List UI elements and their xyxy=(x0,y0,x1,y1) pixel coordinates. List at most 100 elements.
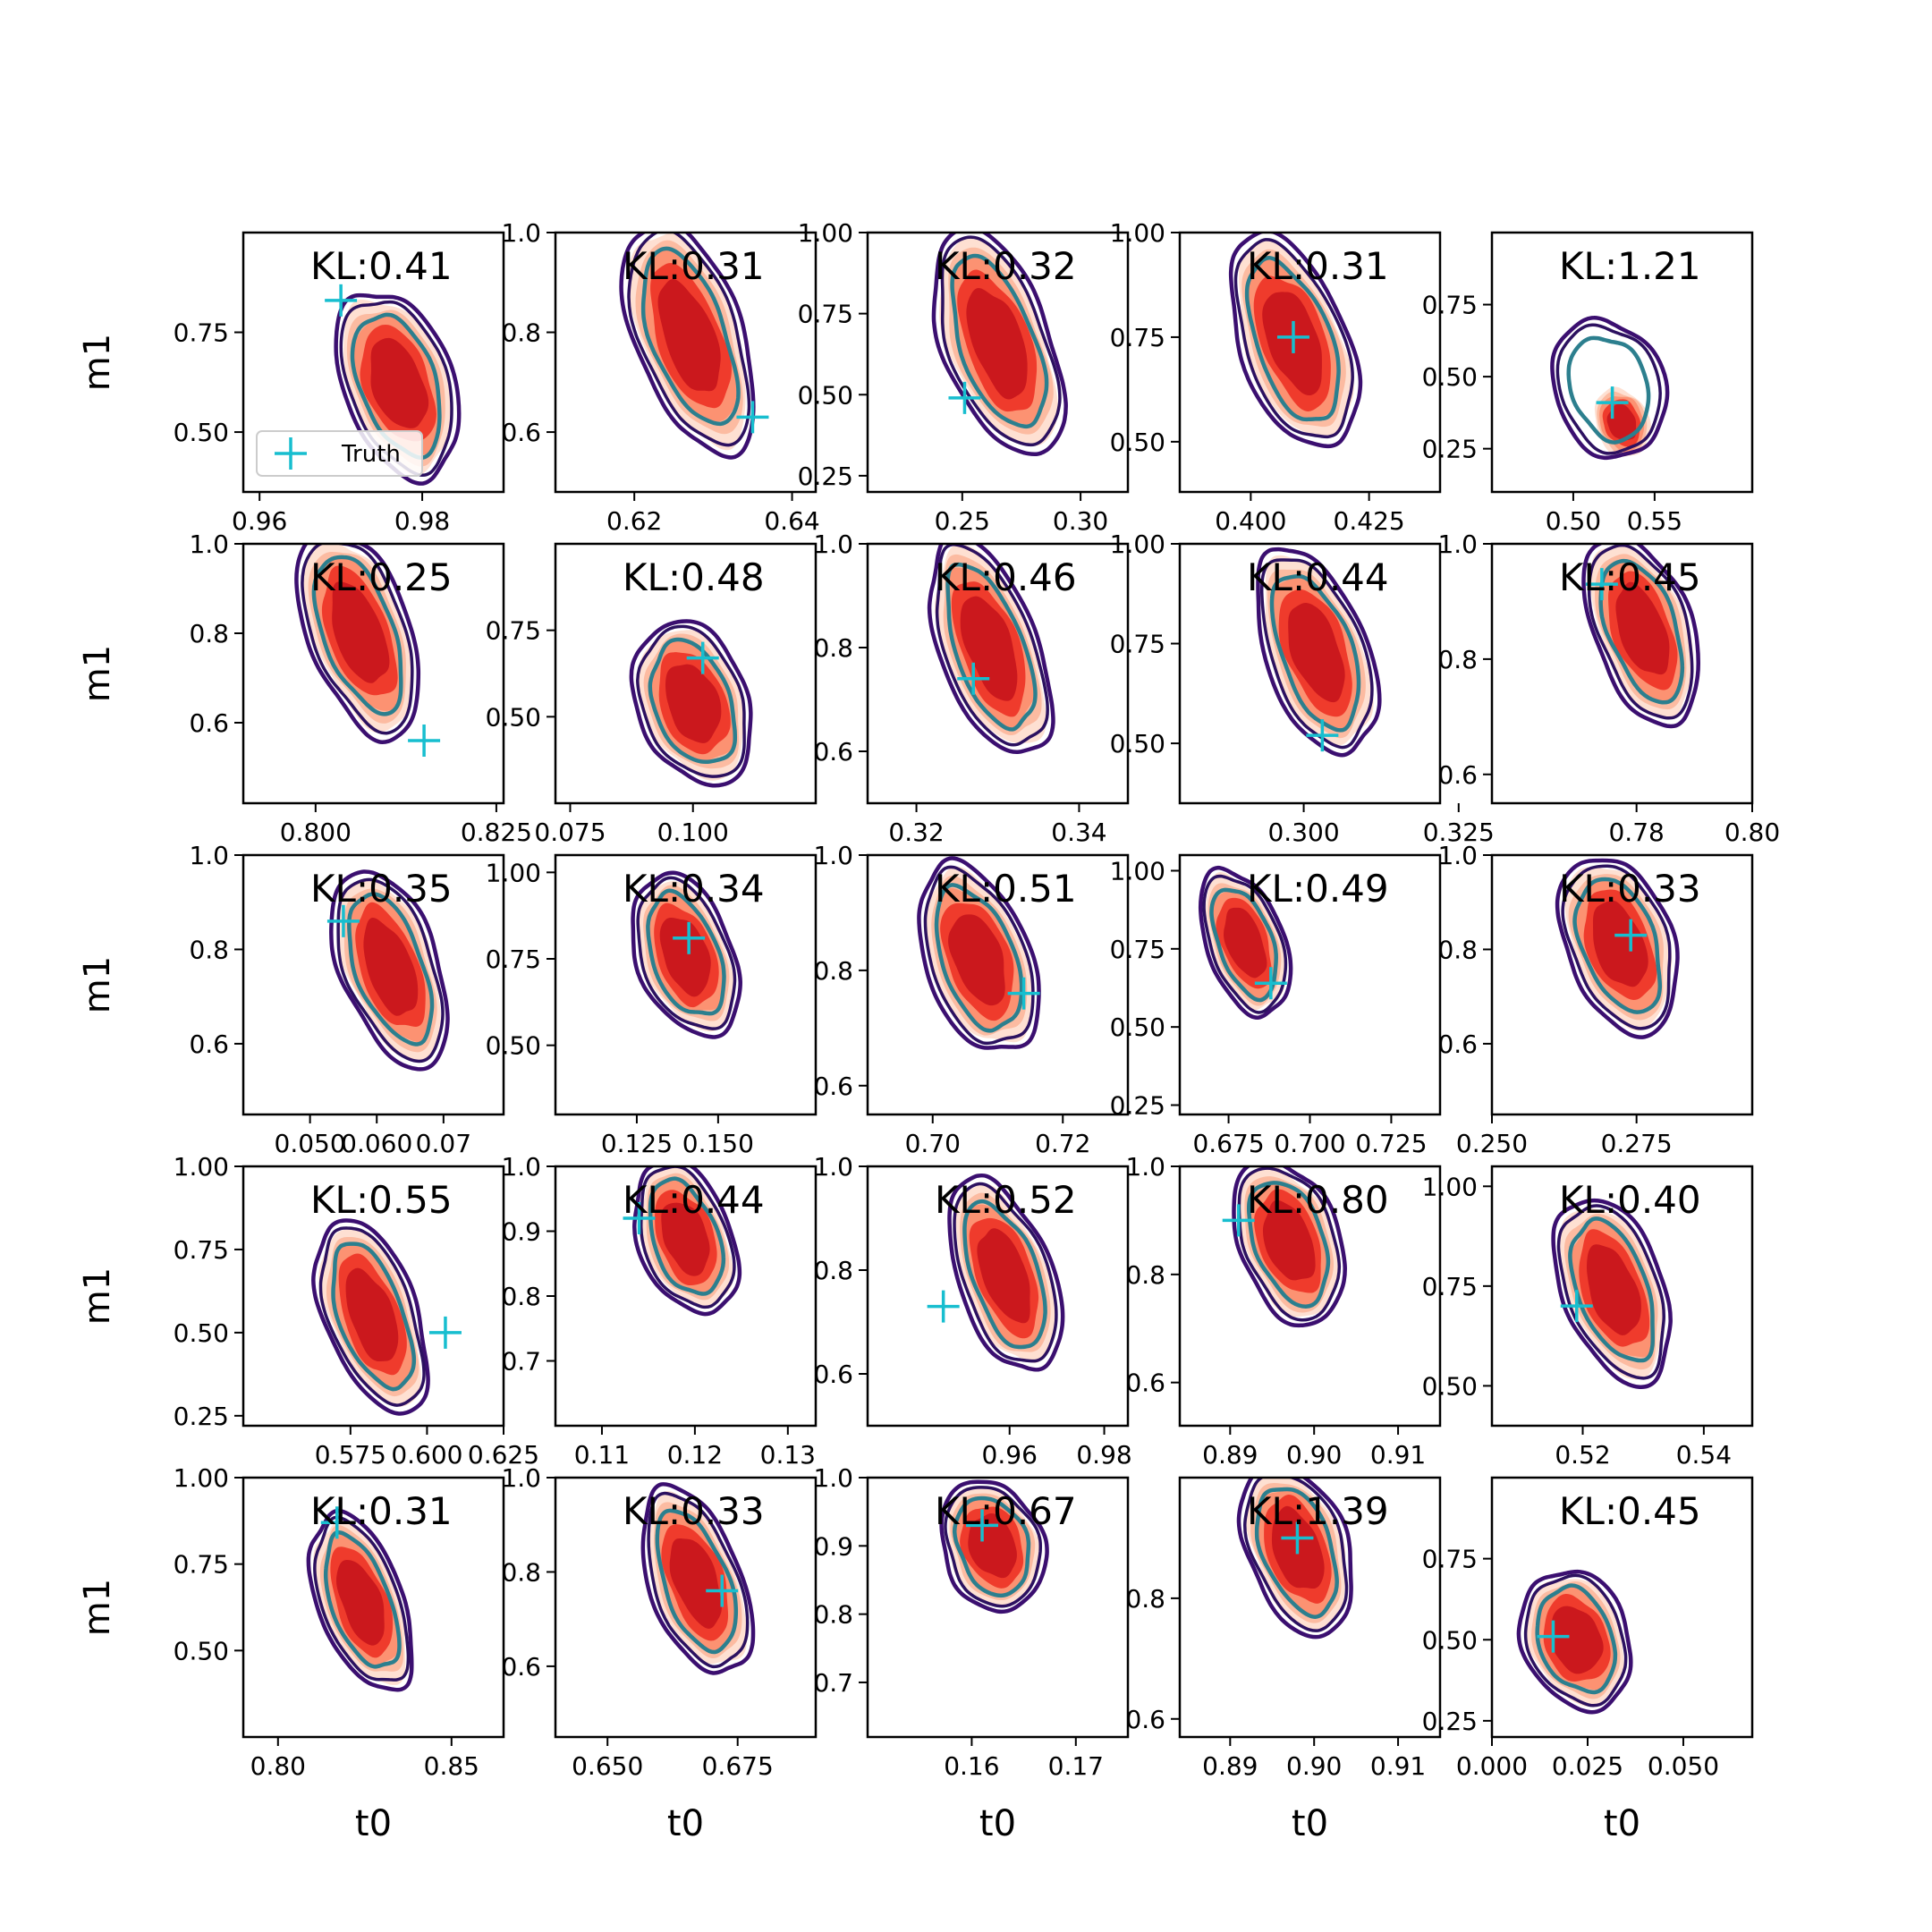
y-tick-label: 1.00 xyxy=(1110,856,1165,886)
kl-label: KL:0.51 xyxy=(935,867,1077,911)
x-axis-label: t0 xyxy=(979,1803,1016,1844)
kl-label: KL:0.31 xyxy=(310,1489,453,1533)
density-area xyxy=(1550,316,1670,461)
density-area xyxy=(1581,544,1700,729)
subplot-frame xyxy=(866,1476,1130,1739)
middle-contour xyxy=(1523,1573,1628,1707)
density-area xyxy=(629,619,753,788)
y-tick-label: 0.6 xyxy=(1437,1030,1478,1059)
y-tick-label: 0.50 xyxy=(486,702,541,732)
y-tick-label: 0.75 xyxy=(1110,630,1165,659)
inner-contour xyxy=(950,253,1049,429)
subplot-21: KL:0.31 0.80 0.85 1.00 0.75 0.50 m1 t0 xyxy=(77,1463,505,1844)
y-tick-label: 1.0 xyxy=(813,1152,853,1182)
subplot-9: KL:0.44 0.300 0.325 1.00 0.75 0.50 xyxy=(1110,530,1495,847)
outer-contour xyxy=(629,619,753,788)
middle-contour xyxy=(647,1491,750,1669)
y-tick-label: 0.8 xyxy=(1437,935,1478,964)
outer-contour xyxy=(947,1173,1065,1372)
y-tick-label: 0.8 xyxy=(189,935,229,964)
middle-contour xyxy=(1587,544,1694,720)
y-tick-label: 1.00 xyxy=(798,218,853,248)
x-tick-label: 0.98 xyxy=(1076,1440,1131,1470)
subplot-frame xyxy=(1490,542,1754,805)
subplot-frame xyxy=(866,542,1130,805)
x-tick-label: 0.07 xyxy=(416,1129,471,1158)
x-tick-label: 0.11 xyxy=(574,1440,630,1470)
x-tick-label: 0.250 xyxy=(1456,1129,1528,1158)
truth-marker xyxy=(948,381,981,414)
truth-marker xyxy=(1537,1620,1570,1653)
inner-contour xyxy=(1566,335,1651,445)
density-fill-level-5 xyxy=(345,1267,399,1361)
truth-marker xyxy=(1254,967,1287,1000)
kl-label: KL:0.33 xyxy=(1559,867,1701,911)
y-tick-label: 1.0 xyxy=(813,841,853,870)
density-fill-level-5 xyxy=(1262,1199,1316,1281)
y-tick-label: 0.75 xyxy=(174,1550,229,1580)
density-fill-level-5 xyxy=(363,917,419,1016)
outer-contour xyxy=(1551,1198,1673,1389)
subplot-frame xyxy=(1178,231,1442,494)
y-tick-label: 0.50 xyxy=(1110,428,1165,457)
x-tick-label: 0.275 xyxy=(1601,1129,1673,1158)
x-tick-label: 0.625 xyxy=(468,1440,539,1470)
outer-contour xyxy=(619,233,756,460)
truth-marker xyxy=(1007,977,1040,1010)
kl-label: KL:0.34 xyxy=(623,867,765,911)
x-tick-label: 0.96 xyxy=(982,1440,1038,1470)
inner-contour xyxy=(1535,1583,1618,1695)
truth-marker xyxy=(320,1506,353,1539)
outer-contour xyxy=(927,544,1055,754)
truth-marker xyxy=(736,401,769,434)
outer-contour xyxy=(1228,233,1363,449)
subplot-frame xyxy=(866,1165,1130,1428)
middle-contour xyxy=(1555,323,1662,455)
truth-marker xyxy=(623,1202,656,1234)
y-tick-label: 0.50 xyxy=(174,1636,229,1665)
y-axis-label: m1 xyxy=(77,645,118,702)
kl-label: KL:0.40 xyxy=(1559,1178,1701,1222)
subplot-12: KL:0.34 0.125 0.150 1.00 0.75 0.50 xyxy=(486,853,818,1158)
y-tick-label: 0.8 xyxy=(813,1256,853,1285)
subplot-frame xyxy=(1490,853,1754,1116)
y-tick-label: 0.50 xyxy=(1422,1371,1478,1401)
kl-label: KL:0.45 xyxy=(1559,555,1701,599)
inner-contour xyxy=(1572,877,1663,1014)
density-fill-level-5 xyxy=(332,581,390,683)
x-tick-label: 0.50 xyxy=(1546,506,1601,536)
middle-contour xyxy=(1233,238,1354,439)
truth-marker xyxy=(686,641,719,674)
x-tick-label: 0.52 xyxy=(1555,1440,1610,1470)
density-fill-level-5 xyxy=(1551,1606,1604,1674)
x-tick-label: 0.425 xyxy=(1334,506,1405,536)
y-tick-label: 0.6 xyxy=(813,1360,853,1389)
outer-contour xyxy=(1232,1166,1347,1328)
subplot-23: KL:0.67 0.16 0.17 1.0 0.9 0.8 0.7 t0 xyxy=(813,1463,1130,1844)
subplot-2: KL:0.31 0.62 0.64 1.0 0.8 0.6 xyxy=(501,218,819,536)
truth-marker xyxy=(1306,719,1339,752)
truth-marker xyxy=(1560,1290,1593,1323)
x-tick-label: 0.98 xyxy=(394,506,450,536)
density-fill-level-5 xyxy=(1587,1244,1641,1335)
x-tick-label: 0.325 xyxy=(1423,818,1495,847)
y-tick-label: 1.0 xyxy=(189,841,229,870)
x-tick-label: 0.060 xyxy=(341,1129,412,1158)
x-tick-label: 0.700 xyxy=(1274,1129,1345,1158)
kl-label: KL:0.41 xyxy=(310,244,453,288)
y-tick-label: 1.0 xyxy=(813,530,853,559)
x-tick-label: 0.125 xyxy=(601,1129,673,1158)
middle-contour xyxy=(639,1166,736,1309)
density-area xyxy=(1228,233,1363,449)
y-tick-label: 0.8 xyxy=(1125,1260,1165,1290)
inner-contour xyxy=(945,562,1038,732)
subplot-frame xyxy=(242,1165,505,1428)
subplot-8: KL:0.46 0.32 0.34 1.0 0.8 0.6 xyxy=(813,530,1130,847)
middle-contour xyxy=(944,1486,1043,1608)
y-tick-label: 1.00 xyxy=(1110,530,1165,559)
y-tick-label: 0.75 xyxy=(174,318,229,348)
middle-contour xyxy=(1237,1166,1342,1322)
kl-label: KL:0.31 xyxy=(1247,244,1389,288)
y-tick-label: 1.0 xyxy=(1437,841,1478,870)
kl-label: KL:0.48 xyxy=(623,555,765,599)
